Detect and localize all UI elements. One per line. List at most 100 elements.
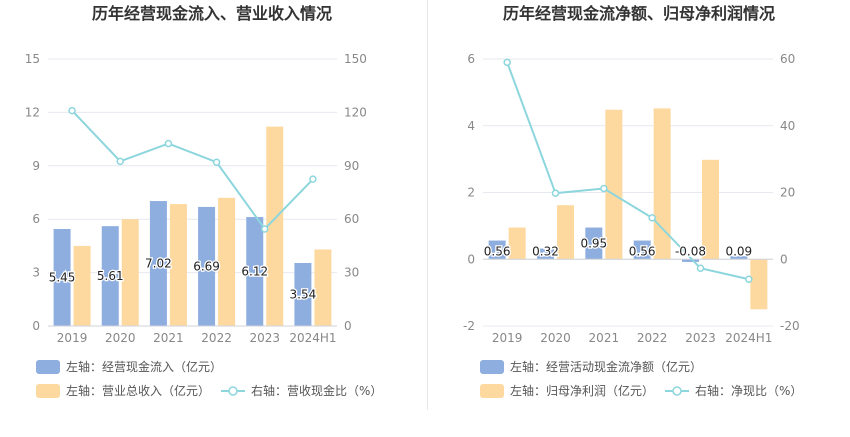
right-axis-tick-label: 90 [344,159,359,173]
right-axis-tick-label: 120 [344,105,367,119]
right-axis-tick-label: -20 [780,319,800,333]
bar-primary [198,206,216,326]
ratio-point [696,264,705,273]
bar-secondary [73,245,91,326]
legend-swatch-marker[interactable] [672,386,682,396]
bar-data-label: 3.54 [290,287,317,301]
bar-secondary [557,205,574,260]
chart-title: 历年经营现金流净额、归母净利润情况 [503,4,775,23]
legend: 左轴：经营现金流入（亿元） 左轴：营业总收入（亿元） 右轴：营收现金比（%） [36,359,382,398]
legend-label[interactable]: 右轴：净现比（%） [695,383,802,398]
ratio-point [309,175,317,183]
bar-secondary [121,219,139,326]
bar-primary [246,217,264,326]
ratio-point [68,106,76,115]
x-axis-tick-label: 2019 [57,331,88,345]
ratio-point [261,225,269,233]
bar-secondary [750,259,768,310]
right-axis-tick-label: 60 [344,212,359,226]
bar-primary [730,256,748,260]
left-axis-tick-label: 2 [467,186,475,200]
bar-secondary [653,108,671,260]
left-axis-tick-label: 0 [467,252,475,266]
ratio-line [71,109,314,231]
bar-primary [585,227,603,260]
bar-data-label: 0.32 [532,244,559,258]
bar-secondary [605,109,623,260]
bar-data-label: 5.45 [49,270,76,284]
bar-primary [101,226,119,326]
bar-secondary [508,227,526,260]
legend-swatch-bar[interactable] [36,384,60,398]
bar-data-label: 6.69 [193,259,220,273]
x-axis-tick-label: 2021 [589,331,620,345]
bar-secondary [266,126,284,326]
left-axis-tick-label: 6 [467,52,475,66]
left-axis-tick-label: 15 [25,52,40,66]
bar-data-label: 0.09 [725,244,752,258]
x-axis-tick-label: 2019 [492,331,523,345]
chart-title: 历年经营现金流入、营业收入情况 [92,4,332,23]
legend-label[interactable]: 左轴：营业总收入（亿元） [66,383,210,398]
legend-swatch-bar[interactable] [480,384,504,398]
bar-data-label: 7.02 [145,257,172,271]
legend-label[interactable]: 左轴：经营活动现金流净额（亿元） [510,359,702,374]
bar-secondary [314,249,332,326]
left-axis-tick-label: 0 [32,319,40,333]
legend-swatch-bar[interactable] [36,360,60,374]
legend-label[interactable]: 左轴：经营现金流入（亿元） [66,359,222,374]
bar-primary [633,240,651,260]
ratio-line [506,61,750,281]
left-axis-tick-label: -2 [463,319,475,333]
bar-data-label: 0.95 [580,236,607,250]
bar-primary [682,259,699,262]
bar-secondary [169,204,187,326]
bar-primary [537,248,554,260]
left-axis-tick-label: 9 [32,159,40,173]
ratio-point [116,157,124,166]
ratio-point [600,184,608,193]
left-axis-tick-label: 6 [32,212,40,226]
ratio-point [551,189,560,197]
bar-primary [53,228,71,326]
legend: 左轴：经营活动现金流净额（亿元） 左轴：归母净利润（亿元） 右轴：净现比（%） [480,359,802,398]
ratio-point [745,275,753,284]
right-axis-tick-label: 40 [780,119,795,133]
left-axis-tick-label: 4 [467,119,475,133]
right-axis-tick-label: 0 [780,252,788,266]
x-axis-tick-label: 2022 [637,331,668,345]
x-axis-tick-label: 2022 [201,331,232,345]
x-axis-tick-label: 2024H1 [725,331,772,345]
bar-primary [294,262,312,326]
bar-primary [488,240,506,260]
x-axis-tick-label: 2023 [249,331,280,345]
bar-data-label: 0.56 [484,244,511,258]
ratio-point [503,58,511,67]
bar-data-label: 0.56 [629,244,656,258]
ratio-point [212,158,221,166]
ratio-point [648,214,656,222]
bar-data-label: 5.61 [97,269,124,283]
legend-swatch-marker[interactable] [228,386,238,396]
bar-secondary [218,197,236,326]
panel-divider [427,0,428,410]
bar-data-label: 6.12 [241,265,268,279]
left-axis-tick-label: 12 [25,105,40,119]
legend-label[interactable]: 左轴：归母净利润（亿元） [510,383,654,398]
x-axis-tick-label: 2021 [153,331,184,345]
bar-primary [149,201,167,326]
right-axis-tick-label: 60 [780,52,795,66]
right-axis-tick-label: 30 [344,266,359,280]
legend-swatch-bar[interactable] [480,360,504,374]
legend-label[interactable]: 右轴：营收现金比（%） [251,383,382,398]
ratio-point [164,139,173,148]
right-axis-tick-label: 20 [780,186,795,200]
left-axis-tick-label: 3 [32,266,40,280]
x-axis-tick-label: 2023 [685,331,716,345]
right-axis-tick-label: 0 [344,319,352,333]
x-axis-tick-label: 2020 [105,331,136,345]
